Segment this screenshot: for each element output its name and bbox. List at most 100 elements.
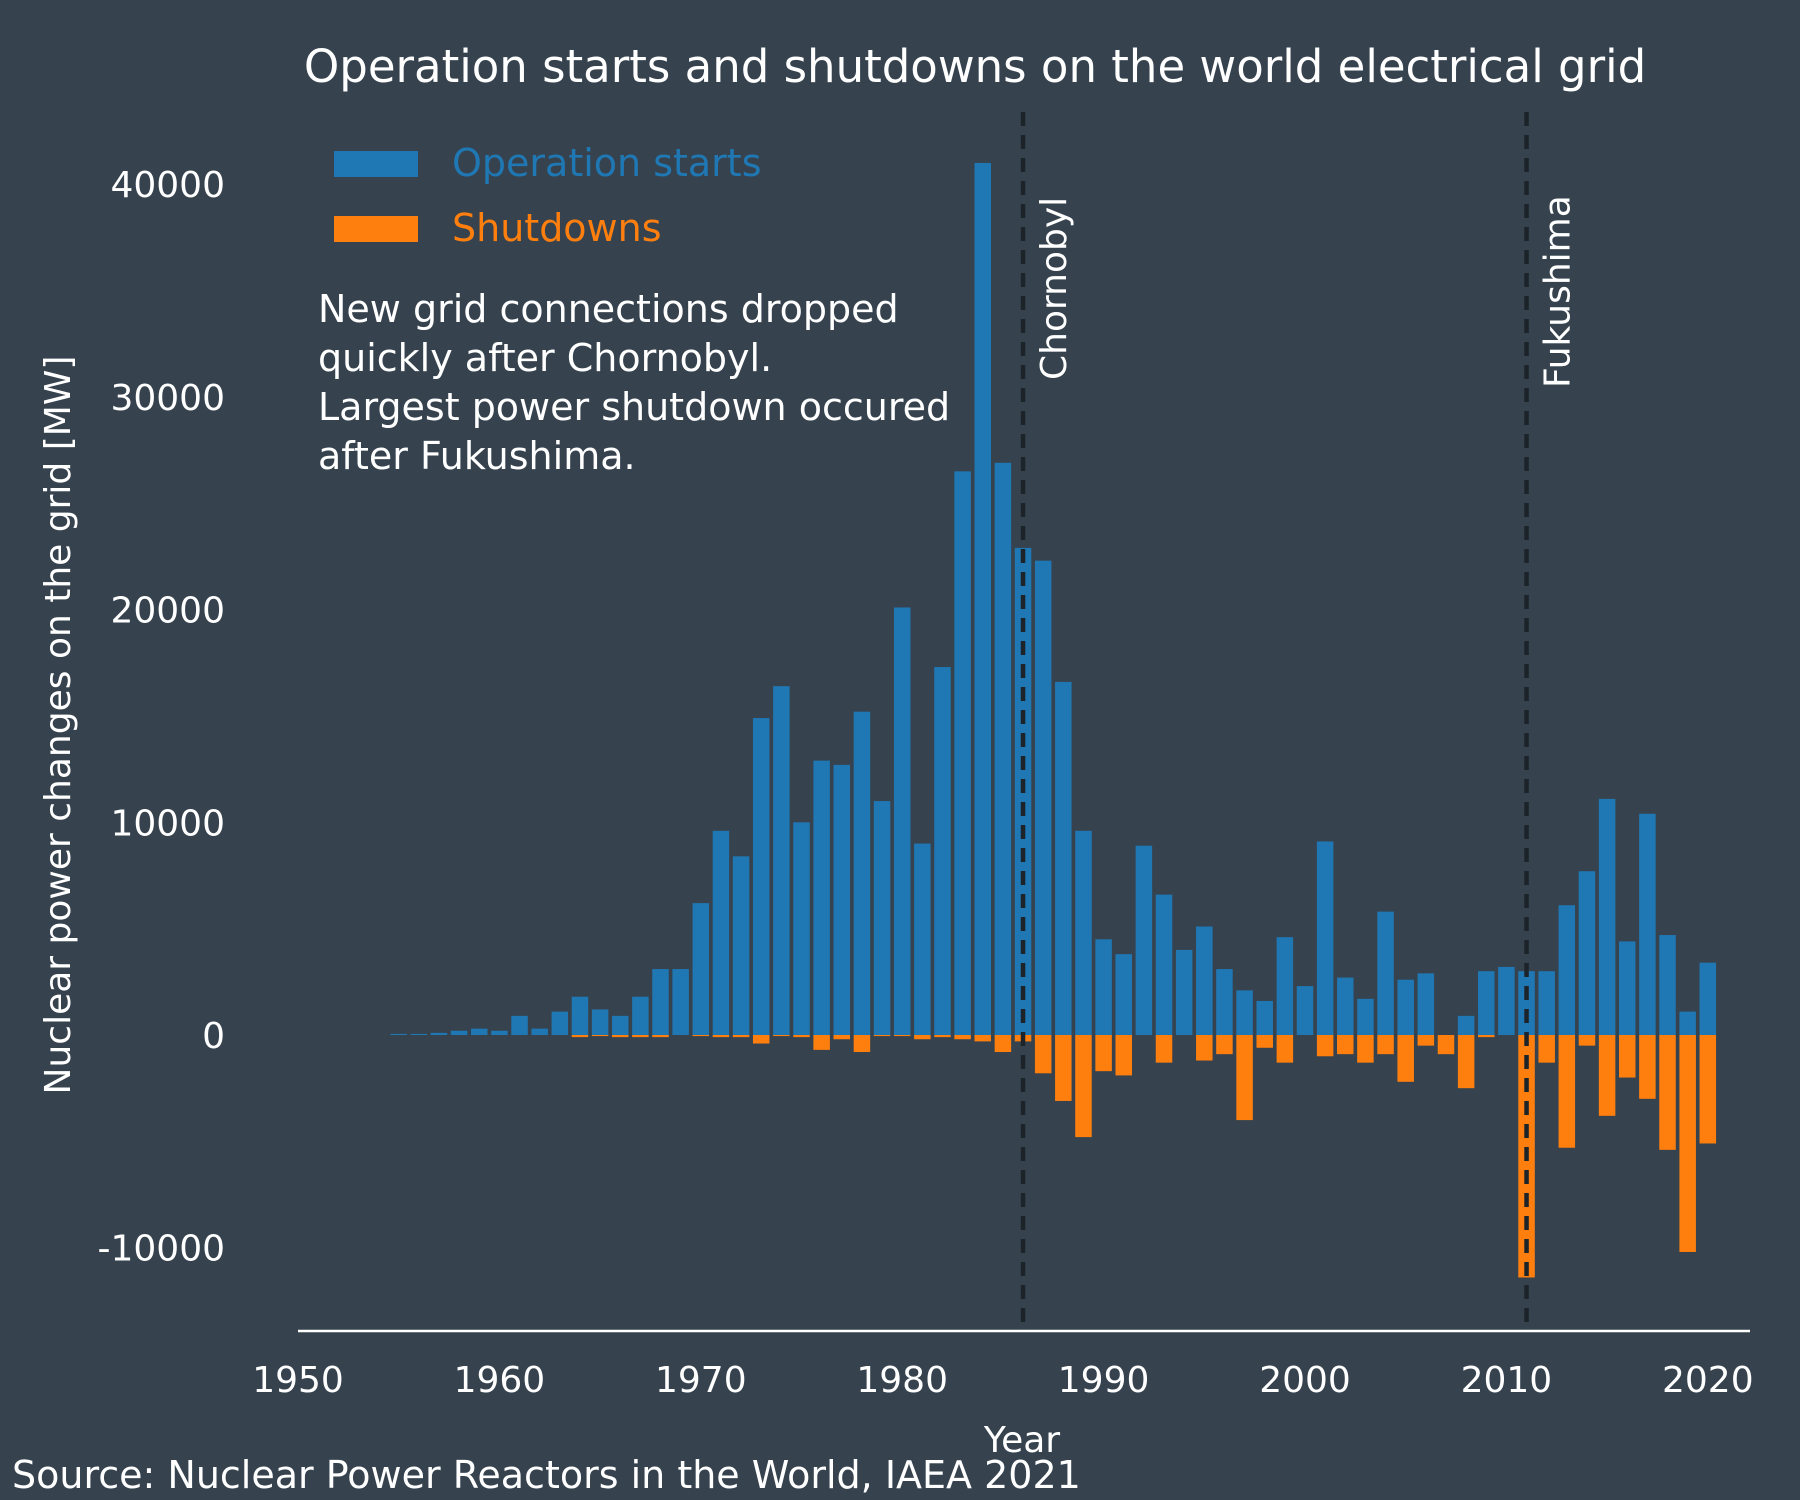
y-tick-label: -10000: [97, 1229, 225, 1270]
legend-swatch-starts: [334, 151, 418, 177]
bar-start-2001: [1316, 841, 1334, 1035]
x-tick-label: 2010: [1461, 1360, 1553, 1401]
bar-shutdown-1996: [1216, 1035, 1233, 1055]
bar-shutdown-1997: [1236, 1035, 1253, 1121]
bar-shutdown-1967: [632, 1035, 649, 1038]
x-axis-label: Year: [983, 1420, 1060, 1461]
bar-start-1970: [692, 903, 710, 1035]
bar-start-1994: [1175, 949, 1193, 1035]
bar-start-1960: [491, 1030, 508, 1035]
x-tick-label: 1970: [655, 1360, 747, 1401]
bar-start-2019: [1679, 1011, 1696, 1035]
bar-start-1992: [1135, 845, 1153, 1035]
bar-shutdown-1979: [873, 1035, 891, 1037]
bar-shutdown-1982: [934, 1035, 951, 1038]
y-tick-label: 10000: [110, 803, 225, 844]
event-label-fukushima: Fukushima: [1538, 195, 1579, 388]
bar-shutdown-2015: [1598, 1035, 1616, 1116]
x-tick-label: 1950: [252, 1360, 344, 1401]
bar-start-1984: [974, 162, 992, 1035]
bar-shutdown-1973: [752, 1035, 770, 1044]
annotation-line-4: after Fukushima.: [318, 434, 636, 478]
y-axis-label: Nuclear power changes on the grid [MW]: [38, 356, 79, 1095]
bar-shutdown-2009: [1478, 1035, 1495, 1038]
bar-shutdown-1964: [571, 1035, 589, 1038]
bar-shutdown-2014: [1578, 1035, 1596, 1046]
annotation-line-1: New grid connections dropped: [318, 287, 899, 331]
bar-shutdown-1980: [893, 1035, 911, 1037]
bar-start-1987: [1034, 560, 1052, 1035]
bar-start-1985: [994, 462, 1012, 1035]
event-lines: Chornobyl Fukushima: [1020, 112, 1579, 1332]
bar-shutdown-1972: [732, 1035, 750, 1038]
bar-shutdown-1965: [591, 1035, 609, 1037]
bar-shutdown-1974: [773, 1035, 790, 1037]
bar-start-2009: [1478, 971, 1495, 1035]
bar-shutdown-1978: [853, 1035, 871, 1053]
bar-start-1974: [773, 686, 790, 1035]
bar-shutdown-2020: [1699, 1035, 1717, 1144]
bar-start-1979: [873, 801, 891, 1035]
bar-shutdown-2005: [1397, 1035, 1414, 1082]
bar-shutdown-2008: [1457, 1035, 1475, 1089]
bar-start-1988: [1055, 681, 1072, 1035]
bar-start-1978: [853, 711, 871, 1035]
bar-start-2015: [1598, 798, 1616, 1035]
bar-start-1996: [1216, 969, 1233, 1035]
x-tick-label: 1960: [454, 1360, 546, 1401]
legend-swatch-shutdowns: [334, 216, 418, 242]
bar-shutdown-1981: [914, 1035, 931, 1040]
bar-start-2003: [1357, 998, 1374, 1035]
bar-shutdown-1990: [1095, 1035, 1112, 1072]
bar-start-1967: [632, 996, 649, 1035]
bar-shutdown-2006: [1417, 1035, 1435, 1046]
x-tick-label: 1990: [1058, 1360, 1150, 1401]
bar-shutdown-2018: [1659, 1035, 1676, 1150]
bar-start-2017: [1639, 813, 1656, 1035]
bar-start-2008: [1457, 1015, 1475, 1035]
bar-start-2004: [1377, 911, 1394, 1035]
x-axis-ticks: 1950 1960 1970 1980 1990 2000 2010 2020: [252, 1360, 1753, 1401]
bar-shutdown-1985: [994, 1035, 1012, 1053]
x-tick-label: 2020: [1662, 1360, 1754, 1401]
bar-start-2016: [1618, 941, 1636, 1035]
bar-start-2000: [1296, 986, 1314, 1035]
bar-shutdown-1989: [1075, 1035, 1092, 1138]
bar-start-1964: [571, 996, 589, 1035]
bar-shutdown-1988: [1055, 1035, 1072, 1101]
bar-shutdown-1993: [1155, 1035, 1173, 1063]
bar-start-1972: [732, 856, 750, 1035]
bar-start-1965: [591, 1009, 609, 1035]
bar-start-1971: [712, 830, 730, 1035]
bar-start-2013: [1558, 905, 1576, 1035]
bar-shutdown-1998: [1256, 1035, 1273, 1048]
bar-shutdown-1999: [1276, 1035, 1294, 1063]
chart-title: Operation starts and shutdowns on the wo…: [304, 40, 1646, 93]
bar-shutdown-1995: [1196, 1035, 1213, 1061]
bar-shutdown-1970: [692, 1035, 710, 1037]
bar-shutdown-2004: [1377, 1035, 1394, 1055]
bar-start-1995: [1196, 926, 1213, 1035]
bar-shutdown-2001: [1316, 1035, 1334, 1057]
bar-shutdown-2019: [1679, 1035, 1696, 1252]
y-axis-ticks: 40000 30000 20000 10000 0 -10000: [97, 165, 225, 1270]
bar-shutdown-2003: [1357, 1035, 1374, 1063]
bar-start-1997: [1236, 990, 1253, 1035]
bar-start-2011: [1518, 971, 1535, 1035]
bar-start-1957: [430, 1032, 448, 1035]
bar-start-2020: [1699, 962, 1717, 1035]
legend: Operation starts Shutdowns: [334, 141, 762, 250]
source-note: Source: Nuclear Power Reactors in the Wo…: [12, 1453, 1081, 1497]
bar-start-1977: [833, 764, 851, 1035]
y-tick-label: 40000: [110, 165, 225, 206]
bar-shutdown-1971: [712, 1035, 730, 1038]
bar-start-1991: [1115, 954, 1132, 1035]
legend-label-starts: Operation starts: [452, 141, 762, 185]
bar-shutdown-1977: [833, 1035, 851, 1040]
bar-start-1980: [893, 607, 911, 1035]
y-tick-label: 30000: [110, 378, 225, 419]
bar-start-2010: [1498, 966, 1515, 1035]
legend-label-shutdowns: Shutdowns: [452, 206, 662, 250]
bar-shutdown-2016: [1618, 1035, 1636, 1078]
